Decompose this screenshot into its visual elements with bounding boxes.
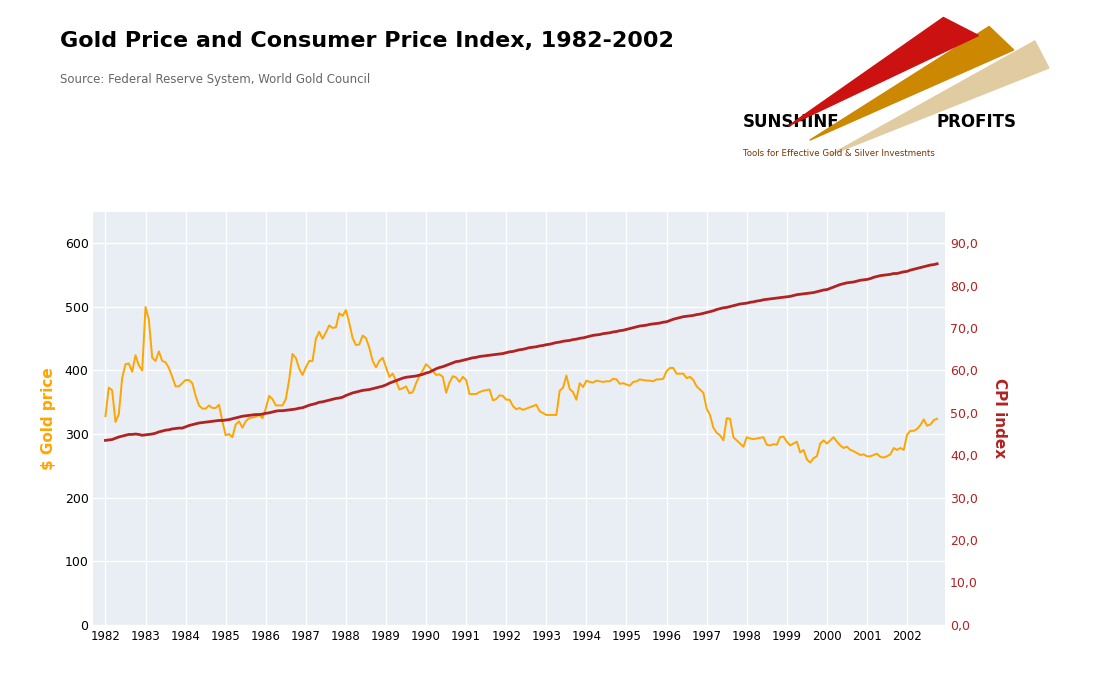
Text: PROFITS: PROFITS xyxy=(936,113,1017,131)
Y-axis label: CPI index: CPI index xyxy=(992,378,1007,458)
Polygon shape xyxy=(789,17,978,126)
Y-axis label: $ Gold price: $ Gold price xyxy=(42,366,56,470)
Text: SUNSHINE: SUNSHINE xyxy=(743,113,840,131)
Text: Tools for Effective Gold & Silver Investments: Tools for Effective Gold & Silver Invest… xyxy=(743,149,935,158)
Text: Source: Federal Reserve System, World Gold Council: Source: Federal Reserve System, World Go… xyxy=(60,73,370,86)
Polygon shape xyxy=(810,26,1013,140)
Polygon shape xyxy=(831,41,1048,155)
Text: Gold Price and Consumer Price Index, 1982-2002: Gold Price and Consumer Price Index, 198… xyxy=(60,31,675,51)
